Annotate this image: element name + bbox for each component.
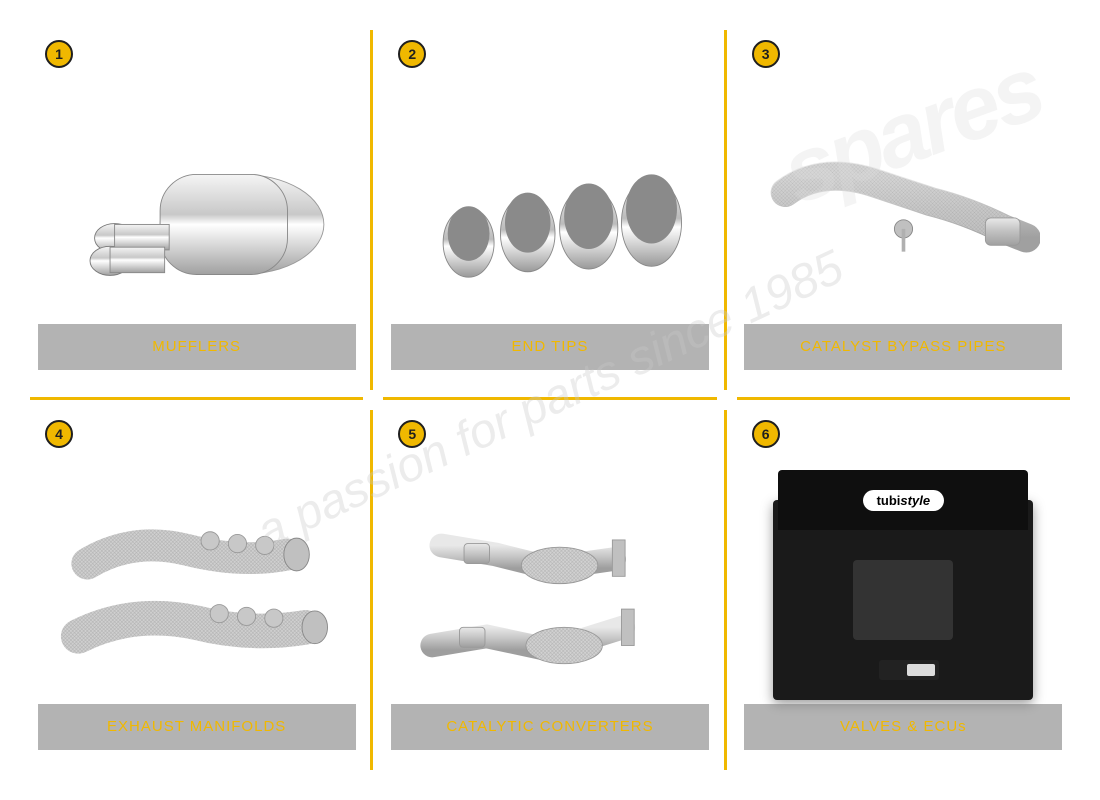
- cell-label-bar: CATALYST BYPASS PIPES: [744, 324, 1062, 370]
- cell-label-bar: EXHAUST MANIFOLDS: [38, 704, 356, 750]
- cell-number-badge: 3: [752, 40, 780, 68]
- badge-number: 4: [55, 426, 63, 442]
- cell-label: CATALYST BYPASS PIPES: [800, 338, 1006, 355]
- cell-number-badge: 1: [45, 40, 73, 68]
- badge-number: 2: [408, 46, 416, 62]
- logo-prefix: tubi: [877, 493, 901, 508]
- logo-suffix: style: [900, 493, 930, 508]
- cell-label-bar: MUFFLERS: [38, 324, 356, 370]
- tubistyle-logo: tubistyle: [863, 490, 944, 511]
- cell-number-badge: 6: [752, 420, 780, 448]
- cell-label: VALVES & ECUs: [840, 718, 967, 735]
- badge-number: 5: [408, 426, 416, 442]
- cell-label: MUFFLERS: [152, 338, 241, 355]
- muffler-icon: [60, 138, 333, 302]
- grid-cell-catconv[interactable]: 5: [373, 400, 726, 780]
- badge-number: 1: [55, 46, 63, 62]
- ecu-remote: [879, 660, 939, 680]
- cell-label-bar: CATALYTIC CONVERTERS: [391, 704, 709, 750]
- cell-label: END TIPS: [512, 338, 589, 355]
- cell-number-badge: 4: [45, 420, 73, 448]
- ecu-lid: tubistyle: [778, 470, 1028, 530]
- cell-label-bar: VALVES & ECUs: [744, 704, 1062, 750]
- cell-label-bar: END TIPS: [391, 324, 709, 370]
- grid-cell-bypass[interactable]: 3: [727, 20, 1080, 400]
- ecu-unit: [853, 560, 953, 640]
- cell-label: CATALYTIC CONVERTERS: [446, 718, 653, 735]
- endtips-icon: [414, 138, 687, 302]
- badge-number: 3: [762, 46, 770, 62]
- cell-label: EXHAUST MANIFOLDS: [107, 718, 286, 735]
- ecu-box-icon: tubistyle: [773, 500, 1033, 700]
- grid-cell-endtips[interactable]: 2: [373, 20, 726, 400]
- bypass-pipe-icon: [767, 147, 1040, 293]
- grid-cell-mufflers[interactable]: 1 MUFFLERS: [20, 20, 373, 400]
- manifold-icon: [60, 509, 333, 691]
- catconv-icon: [414, 509, 687, 691]
- badge-number: 6: [762, 426, 770, 442]
- grid-cell-manifolds[interactable]: 4: [20, 400, 373, 780]
- product-grid: 1 MUFFLERS: [0, 0, 1100, 800]
- grid-cell-ecu[interactable]: 6 tubistyle VALVES & ECUs: [727, 400, 1080, 780]
